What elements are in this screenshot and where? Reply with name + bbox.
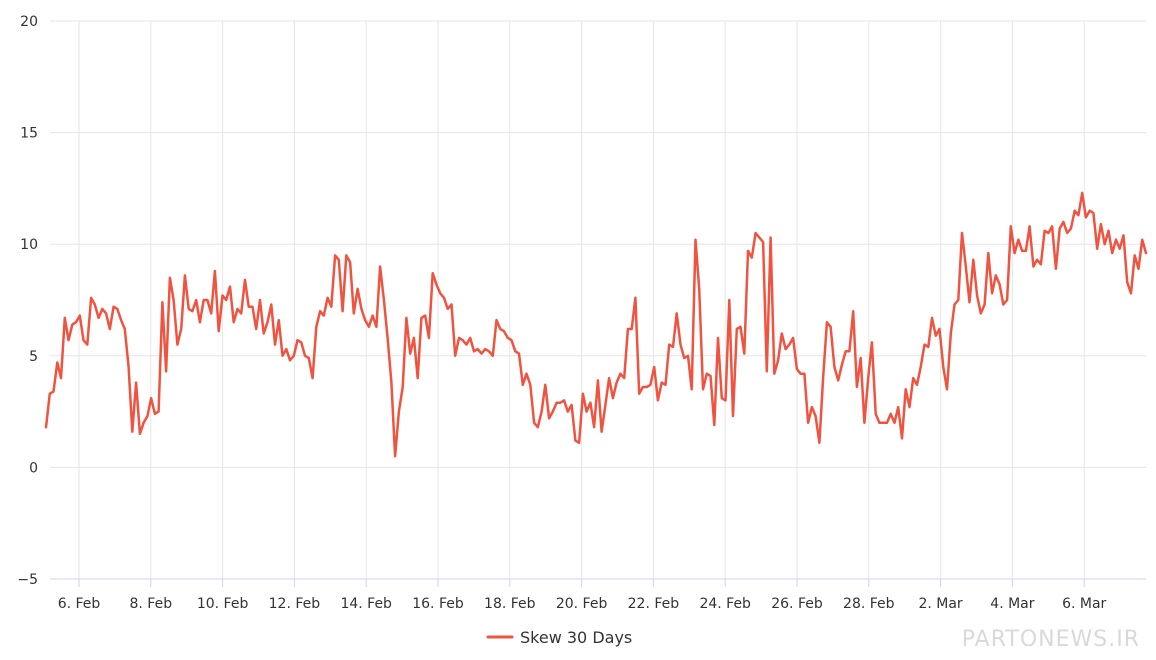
x-tick-label: 20. Feb <box>556 596 608 612</box>
x-tick-label: 26. Feb <box>771 596 823 612</box>
y-tick-label: 0 <box>29 460 38 476</box>
y-tick-label: −5 <box>17 572 38 588</box>
x-tick-label: 6. Mar <box>1062 596 1106 612</box>
x-tick-label: 2. Mar <box>918 596 962 612</box>
watermark: PARTONEWS.IR <box>961 627 1140 652</box>
x-tick-label: 10. Feb <box>197 596 249 612</box>
x-axis-tick-labels: 6. Feb 8. Feb 10. Feb 12. Feb 14. Feb 16. Feb… <box>58 596 1107 612</box>
x-tick-label: 28. Feb <box>843 596 895 612</box>
y-tick-label: 5 <box>29 349 38 365</box>
x-tick-label: 24. Feb <box>699 596 751 612</box>
legend[interactable]: Skew 30 Days <box>486 628 632 647</box>
y-axis-tick-labels: −5 0 5 10 15 20 <box>17 14 38 588</box>
x-tick-label: 8. Feb <box>129 596 172 612</box>
y-tick-label: 20 <box>20 14 38 30</box>
legend-label[interactable]: Skew 30 Days <box>520 628 632 647</box>
x-tick-label: 6. Feb <box>58 596 101 612</box>
x-tick-label: 12. Feb <box>269 596 321 612</box>
x-tick-label: 4. Mar <box>990 596 1034 612</box>
y-tick-label: 10 <box>20 237 38 253</box>
grid-lines <box>50 20 1146 587</box>
x-tick-label: 22. Feb <box>628 596 680 612</box>
x-tick-label: 18. Feb <box>484 596 536 612</box>
x-tick-label: 14. Feb <box>340 596 392 612</box>
x-tick-label: 16. Feb <box>412 596 464 612</box>
series-layer <box>44 191 1148 458</box>
y-tick-label: 15 <box>20 126 38 142</box>
series-line-skew-30-days[interactable] <box>44 191 1148 458</box>
